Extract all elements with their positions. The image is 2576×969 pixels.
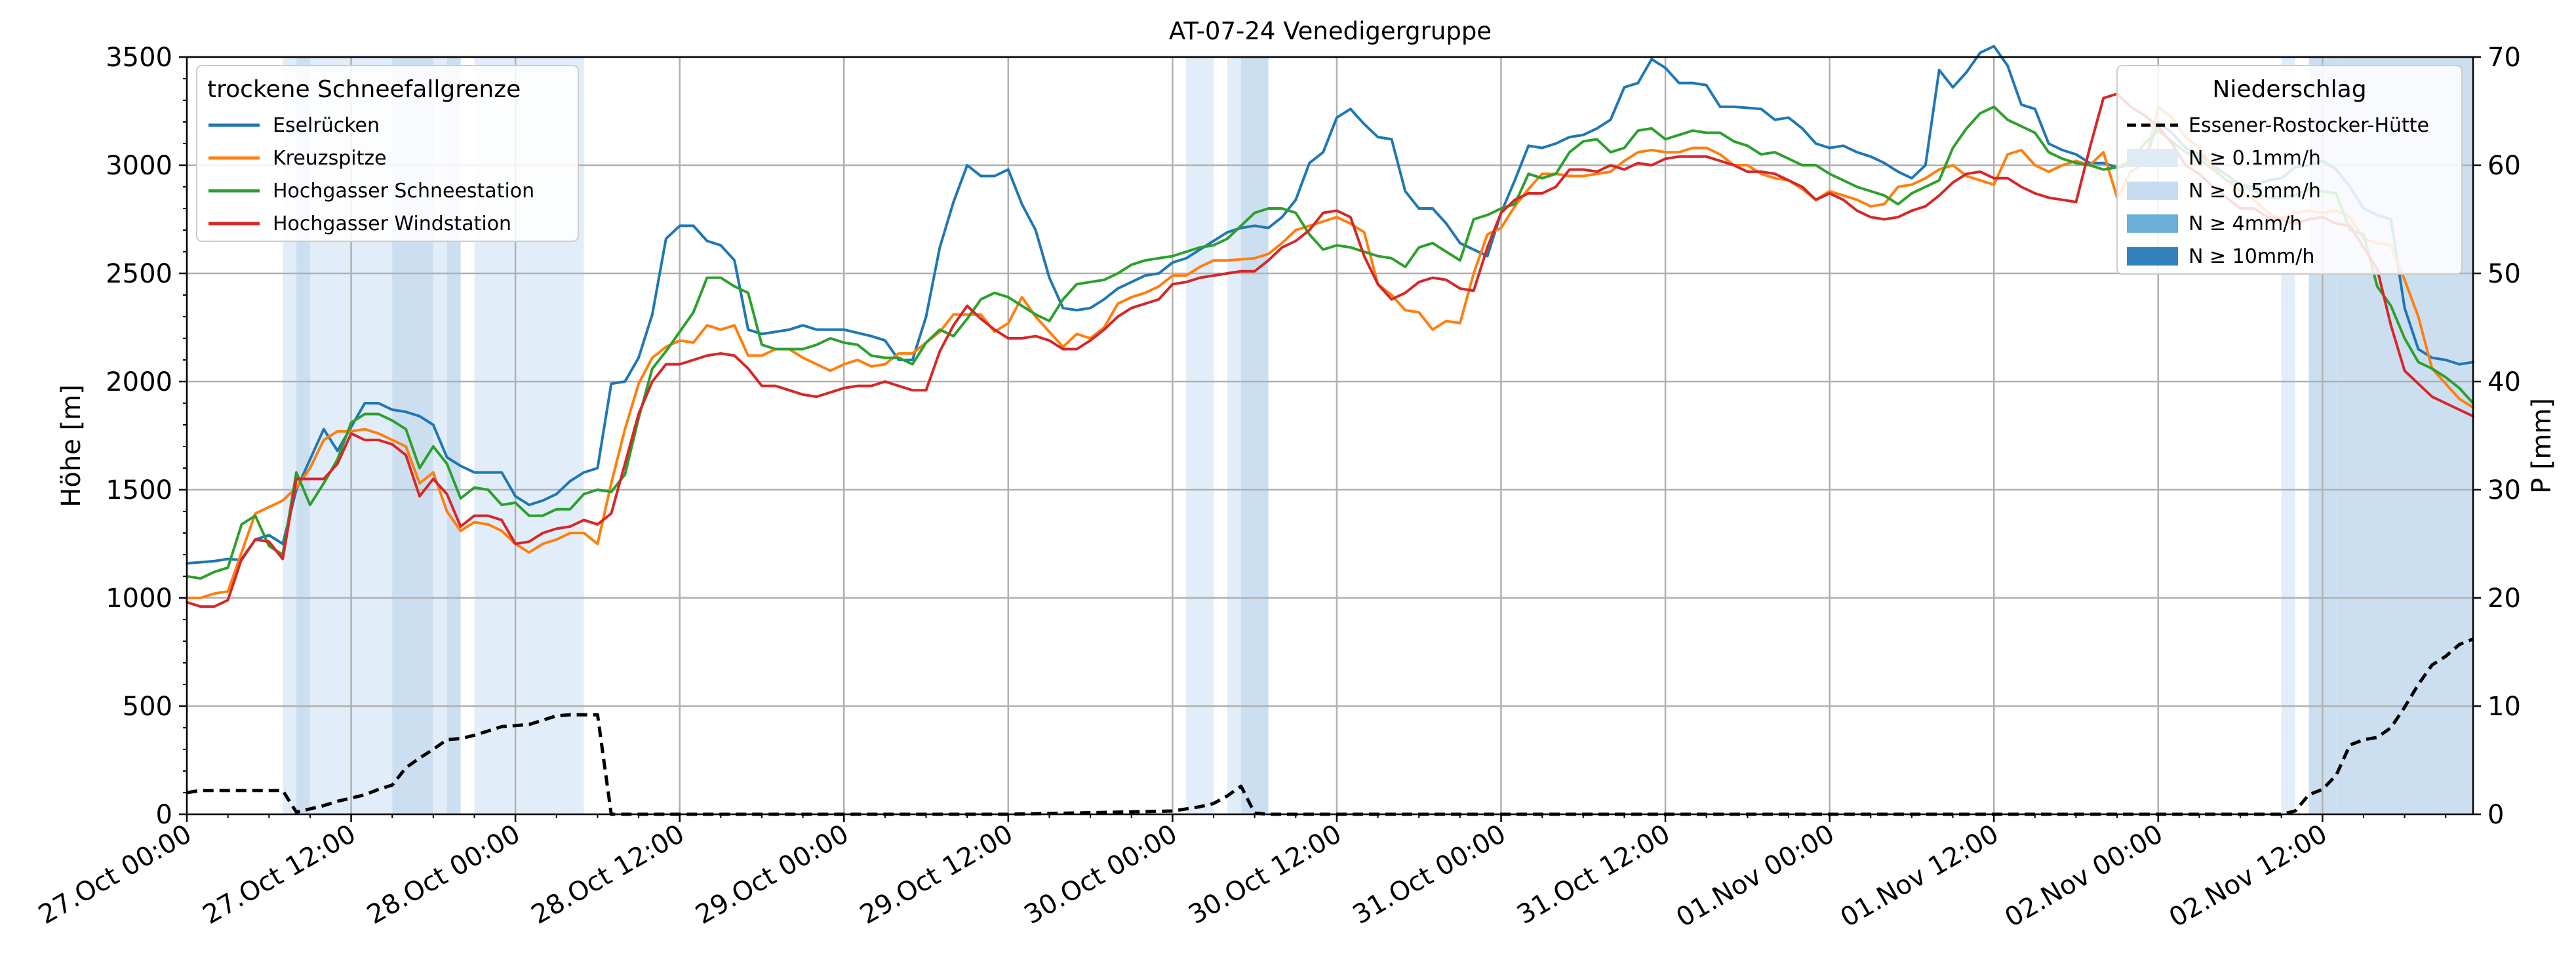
y-axis-label-left: Höhe [m] [56,384,87,507]
y-tick-label: 500 [123,692,172,722]
y-right-tick-label: 10 [2487,692,2521,722]
plot-frame [186,56,2474,816]
precip-line [186,637,2474,816]
legend-label: Eselrücken [273,114,380,137]
legend-label: Hochgasser Windstation [273,212,511,235]
legend-precip-line-label: Essener-Rostocker-Hütte [2189,114,2429,137]
series-line-3 [186,105,2474,580]
legend-band-swatch [2127,214,2178,233]
y-tick-label: 2000 [106,367,172,397]
legend-lines: trockene Schneefallgrenze Eselrücken Kreu… [196,65,579,242]
y-axis-left: 0 500 1000 1500 2000 2500 3000 3500 [106,43,187,830]
legend-band-swatch [2127,247,2178,266]
y-right-tick-label: 0 [2487,800,2504,830]
series-line-4 [186,92,2474,608]
y-axis-label-right: P [mm] [2527,398,2557,494]
y-tick-label: 0 [156,800,172,830]
y-right-tick-label: 40 [2487,367,2521,397]
legend-band-label: N ≥ 10mm/h [2189,245,2314,268]
legend-label: Hochgasser Schneestation [273,180,534,203]
precip-band [433,57,447,814]
y-right-tick-label: 50 [2487,259,2521,289]
y-right-tick-label: 70 [2487,43,2521,73]
precip-band [1186,57,1214,814]
legend-precip-title: Niederschlag [2212,76,2366,103]
y-right-tick-label: 20 [2487,583,2521,614]
series-lines [186,45,2474,608]
legend-precip: Niederschlag Essener-Rostocker-Hütte N ≥… [2116,65,2463,275]
y-tick-label: 3000 [106,151,172,181]
chart-title: AT-07-24 Venedigergruppe [1169,17,1492,45]
legend-band-label: N ≥ 0.5mm/h [2189,180,2321,203]
precip-band [283,57,297,814]
precip-band [296,57,310,814]
precip-bands [283,57,2473,814]
legend-lines-box [196,65,579,242]
precip-series [186,637,2474,816]
series-line-2 [186,105,2474,599]
y-tick-label: 1000 [106,583,172,614]
y-axis-right: 0 10 20 30 40 50 60 70 [2473,43,2521,830]
y-tick-label: 3500 [106,43,172,73]
legend-label: Kreuzspitze [273,147,387,170]
legend-band-swatch [2127,182,2178,200]
y-tick-label: 2500 [106,259,172,289]
precip-band [1240,57,1269,814]
precip-band [1227,57,1241,814]
y-right-tick-label: 60 [2487,151,2521,181]
legend-band-label: N ≥ 4mm/h [2189,212,2302,235]
legend-precip-box [2116,65,2463,275]
legend-band-swatch [2127,149,2178,167]
y-right-tick-label: 30 [2487,475,2521,505]
legend-lines-title: trockene Schneefallgrenze [207,76,521,103]
y-tick-label: 1500 [106,475,172,505]
legend-band-label: N ≥ 0.1mm/h [2189,147,2321,170]
precip-band [446,57,461,814]
